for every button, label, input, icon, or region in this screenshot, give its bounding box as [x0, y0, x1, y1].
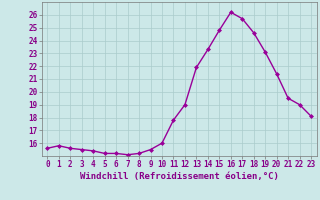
X-axis label: Windchill (Refroidissement éolien,°C): Windchill (Refroidissement éolien,°C) [80, 172, 279, 181]
